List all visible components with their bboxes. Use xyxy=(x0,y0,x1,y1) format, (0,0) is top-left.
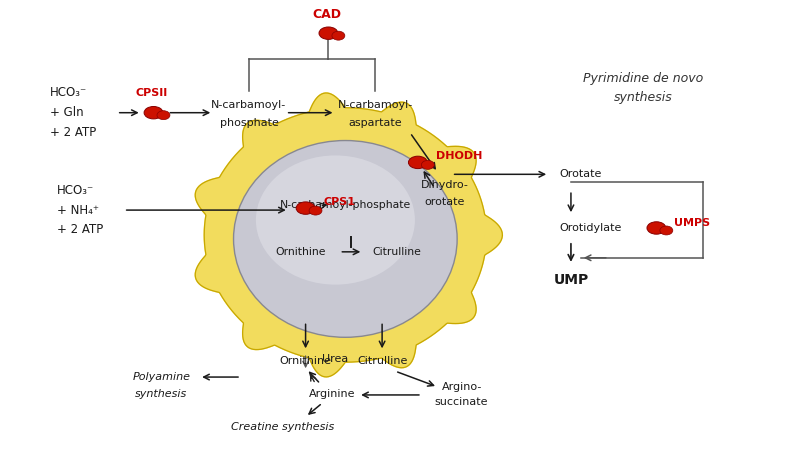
Text: Arginine: Arginine xyxy=(309,389,356,399)
Ellipse shape xyxy=(409,156,427,169)
Ellipse shape xyxy=(422,160,434,169)
Text: Citrulline: Citrulline xyxy=(357,356,407,366)
Ellipse shape xyxy=(296,202,315,214)
Text: DHODH: DHODH xyxy=(436,152,482,162)
Text: Orotate: Orotate xyxy=(559,169,602,179)
Text: synthesis: synthesis xyxy=(135,389,188,399)
Text: + Gln: + Gln xyxy=(50,106,84,119)
Text: Citrulline: Citrulline xyxy=(373,247,422,257)
Text: succinate: succinate xyxy=(435,397,488,407)
Text: phosphate: phosphate xyxy=(219,117,278,128)
Text: CPS1: CPS1 xyxy=(323,197,355,207)
Ellipse shape xyxy=(256,155,415,285)
Text: Orotidylate: Orotidylate xyxy=(559,223,622,233)
Text: synthesis: synthesis xyxy=(614,91,673,104)
Text: Ornithine: Ornithine xyxy=(275,247,326,257)
Polygon shape xyxy=(195,93,502,377)
Text: N-carbamoyl-: N-carbamoyl- xyxy=(338,100,413,110)
Text: UMP: UMP xyxy=(554,273,589,287)
Text: + 2 ATP: + 2 ATP xyxy=(57,224,103,236)
Text: HCO₃⁻: HCO₃⁻ xyxy=(57,184,94,197)
Text: Pyrimidine de novo: Pyrimidine de novo xyxy=(583,72,704,86)
Text: orotate: orotate xyxy=(425,197,465,207)
Ellipse shape xyxy=(660,226,673,235)
Text: Ornithine: Ornithine xyxy=(279,356,331,366)
Text: + NH₄⁺: + NH₄⁺ xyxy=(57,203,99,216)
Text: Polyamine: Polyamine xyxy=(133,372,190,382)
Ellipse shape xyxy=(647,222,666,234)
Ellipse shape xyxy=(144,107,163,119)
Ellipse shape xyxy=(234,140,457,338)
Text: Argino-: Argino- xyxy=(442,382,482,392)
Ellipse shape xyxy=(319,27,338,40)
Text: Dihydro-: Dihydro- xyxy=(421,180,469,190)
Text: HCO₃⁻: HCO₃⁻ xyxy=(50,86,87,99)
Ellipse shape xyxy=(309,206,322,215)
Text: Creatine synthesis: Creatine synthesis xyxy=(231,422,334,432)
Text: + 2 ATP: + 2 ATP xyxy=(50,126,97,139)
Text: CAD: CAD xyxy=(312,8,341,21)
Text: Urea: Urea xyxy=(322,354,349,364)
Ellipse shape xyxy=(157,111,170,120)
Text: CPSII: CPSII xyxy=(135,88,168,98)
Text: N-carbamoyl-phosphate: N-carbamoyl-phosphate xyxy=(280,200,411,210)
Text: UMPS: UMPS xyxy=(674,218,710,228)
Text: aspartate: aspartate xyxy=(348,117,402,128)
Text: N-carbamoyl-: N-carbamoyl- xyxy=(211,100,286,110)
Ellipse shape xyxy=(332,31,345,40)
